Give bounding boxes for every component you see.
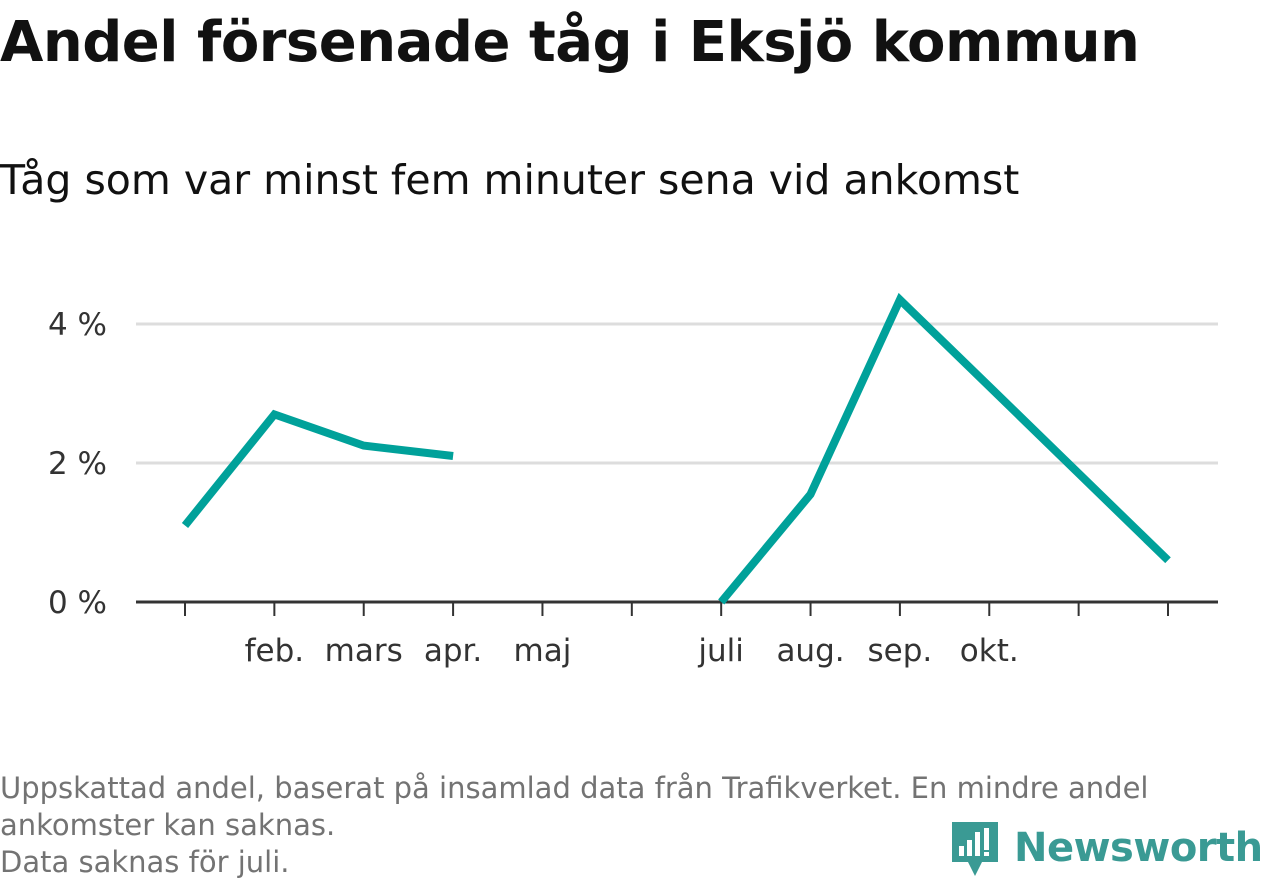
x-tick-label: okt. <box>960 633 1019 669</box>
footnote-line-3: Data saknas för juli. <box>0 845 290 879</box>
series-lines <box>181 292 1171 605</box>
x-tick-label: juli <box>697 633 744 669</box>
bar-chart-icon <box>952 822 998 876</box>
x-tick-label: sep. <box>868 633 933 669</box>
y-tick-label: 0 % <box>48 585 107 621</box>
footnote: Uppskattad andel, baserat på insamlad da… <box>0 770 1250 881</box>
x-tick-label: feb. <box>245 633 305 669</box>
series-line <box>181 409 454 529</box>
x-tick-label: aug. <box>776 633 844 669</box>
chart-subtitle: Tåg som var minst fem minuter sena vid a… <box>0 156 1020 204</box>
grid-lines <box>136 322 1218 465</box>
x-ticks: feb. mars apr. maj juli aug. sep. okt. <box>184 602 1169 669</box>
y-tick-labels: 0 % 2 % 4 % <box>48 307 107 621</box>
brand-name: Newsworthy <box>1014 825 1262 871</box>
x-tick-label: maj <box>514 633 572 669</box>
x-tick-label: apr. <box>424 633 482 669</box>
series-line <box>718 292 1171 605</box>
y-tick-label: 4 % <box>48 307 107 343</box>
footnote-line-2: ankomster kan saknas. <box>0 808 336 842</box>
newsworthy-logo: Newsworthy <box>950 818 1262 878</box>
chart-title: Andel försenade tåg i Eksjö kommun <box>0 10 1140 75</box>
line-chart: 0 % 2 % 4 % feb. mars apr. maj juli aug. sep. okt… <box>48 292 1218 669</box>
x-tick-label: mars <box>325 633 403 669</box>
y-tick-label: 2 % <box>48 446 107 482</box>
footnote-line-1: Uppskattad andel, baserat på insamlad da… <box>0 771 1149 805</box>
